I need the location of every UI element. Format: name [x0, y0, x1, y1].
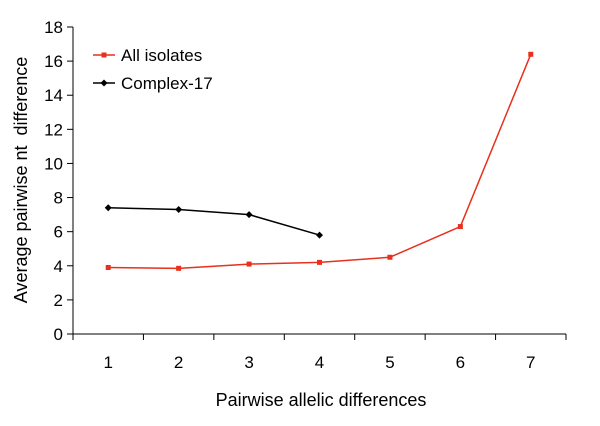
- y-tick-label: 8: [54, 189, 63, 208]
- x-tick-label: 2: [174, 353, 183, 372]
- y-axis-ticks: 0 2 4 6 8 10 12 14 16 18: [44, 18, 73, 344]
- data-point: [387, 254, 393, 260]
- series-0: [105, 51, 534, 271]
- x-tick-label: 3: [244, 353, 253, 372]
- y-tick-label: 12: [44, 120, 63, 139]
- axes: [72, 27, 566, 335]
- data-point: [316, 231, 323, 239]
- legend-label: All isolates: [121, 46, 202, 65]
- series-layer: [104, 51, 534, 271]
- x-axis-ticks: 1 2 3 4 5 6 7: [72, 334, 567, 372]
- legend: All isolates Complex-17: [93, 46, 213, 93]
- data-point: [245, 211, 253, 219]
- data-point: [457, 224, 463, 230]
- series-1: [104, 204, 323, 239]
- legend-item: Complex-17: [93, 74, 213, 93]
- data-point: [317, 259, 322, 265]
- data-point: [105, 264, 111, 270]
- y-tick-label: 14: [44, 86, 63, 105]
- y-axis-label: Average pairwise nt difference: [11, 57, 31, 303]
- legend-marker: [100, 79, 108, 87]
- x-tick-label: 7: [526, 353, 535, 372]
- x-tick-label: 1: [103, 353, 112, 372]
- x-tick-label: 4: [315, 353, 324, 372]
- x-tick-label: 5: [385, 353, 394, 372]
- y-tick-label: 4: [54, 257, 63, 276]
- y-tick-label: 18: [44, 18, 63, 37]
- data-point: [176, 265, 182, 271]
- data-point: [175, 205, 183, 213]
- legend-item: All isolates: [93, 46, 202, 65]
- data-point: [104, 204, 112, 212]
- x-tick-label: 6: [456, 353, 465, 372]
- data-point: [528, 51, 534, 57]
- series-line: [108, 207, 320, 236]
- y-tick-label: 2: [54, 291, 63, 310]
- y-tick-label: 6: [54, 223, 63, 242]
- y-tick-label: 10: [44, 154, 63, 173]
- x-axis-label: Pairwise allelic differences: [216, 390, 427, 410]
- y-tick-label: 16: [44, 52, 63, 71]
- legend-marker: [101, 52, 107, 58]
- y-tick-label: 0: [54, 325, 63, 344]
- data-point: [246, 261, 252, 267]
- legend-label: Complex-17: [121, 74, 213, 93]
